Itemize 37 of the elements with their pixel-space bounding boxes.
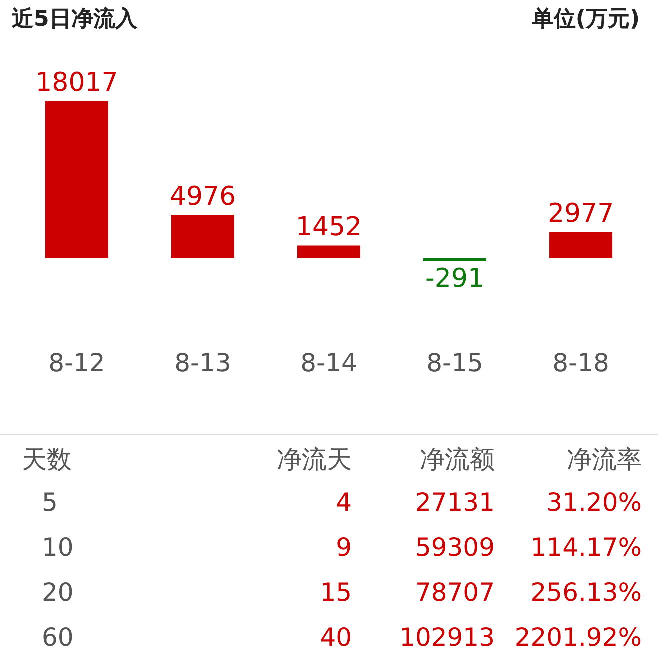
bar	[424, 258, 487, 262]
bar	[550, 232, 613, 258]
text: 单位(万元)	[532, 6, 640, 34]
text: 9	[336, 533, 352, 562]
x-tick-label: 8-15	[426, 348, 484, 378]
text: 31.20%	[546, 488, 642, 517]
text: 256.13%	[530, 578, 642, 607]
text: 20	[42, 578, 74, 607]
text: 102913	[400, 623, 495, 652]
bar	[171, 215, 234, 258]
x-tick-label: 8-18	[552, 348, 610, 378]
data-label: -291	[426, 264, 485, 294]
text: 净流率	[567, 444, 642, 476]
text: 4	[336, 488, 352, 517]
text: 15	[320, 578, 352, 607]
text: 59309	[415, 533, 495, 562]
text: 27131	[415, 488, 495, 517]
chart-title: 近5日净流入	[12, 6, 138, 34]
x-tick-label: 8-13	[174, 348, 232, 378]
bar	[45, 101, 108, 258]
data-label: 1452	[296, 212, 362, 242]
data-label: 4976	[170, 182, 236, 212]
text: 78707	[415, 578, 495, 607]
data-label: 18017	[36, 68, 118, 98]
data-label: 2977	[548, 199, 614, 230]
text: 40	[320, 623, 352, 652]
x-tick-label: 8-14	[300, 348, 358, 378]
text: 天数	[22, 444, 72, 476]
text: 114.17%	[530, 533, 642, 562]
text: 10	[42, 533, 74, 562]
text: 净流天	[277, 444, 352, 476]
text: 净流额	[420, 444, 495, 476]
text: 2201.92%	[514, 623, 642, 652]
text: 60	[42, 623, 74, 652]
x-tick-label: 8-12	[48, 348, 106, 378]
bar	[297, 246, 361, 258]
text: 5	[42, 488, 58, 517]
